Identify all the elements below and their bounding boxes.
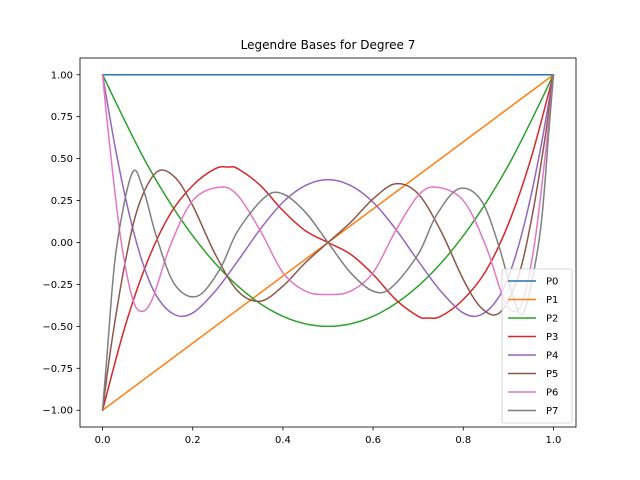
y-tick-label: 0.25 [51, 196, 73, 207]
y-tick-label: −0.75 [42, 364, 73, 375]
y-tick-label: −1.00 [42, 406, 73, 417]
series-line-p2 [101, 74, 555, 328]
y-tick-label: −0.50 [42, 322, 73, 333]
y-axis: 1.00 0.75 0.50 0.25 0.00 −0.25 −0.50 −0.75 −1.00 [42, 70, 80, 417]
chart-title: Legendre Bases for Degree 7 [241, 38, 416, 52]
y-tick-label: −0.25 [42, 280, 73, 291]
x-axis: 0.0 0.2 0.4 0.6 0.8 1.0 [95, 427, 562, 446]
x-tick-label: 0.6 [365, 435, 381, 446]
x-tick-label: 0.0 [95, 435, 111, 446]
legend-label-p6: P6 [546, 388, 558, 399]
x-tick-label: 1.0 [546, 435, 562, 446]
series-line-p4 [101, 74, 555, 318]
x-tick-label: 0.8 [455, 435, 471, 446]
legend-label-p7: P7 [546, 406, 558, 417]
legend-box [501, 268, 573, 424]
legend-label-p3: P3 [546, 332, 558, 343]
y-tick-label: 0.50 [51, 154, 73, 165]
legend-label-p4: P4 [546, 351, 558, 362]
y-tick-label: 0.75 [51, 112, 73, 123]
x-tick-label: 0.2 [185, 435, 201, 446]
legend-label-p1: P1 [546, 295, 558, 306]
legend-label-p2: P2 [546, 314, 558, 325]
y-tick-label: 1.00 [51, 70, 73, 81]
legend-label-p5: P5 [546, 369, 558, 380]
y-tick-label: 0.00 [51, 238, 73, 249]
x-tick-label: 0.4 [275, 435, 291, 446]
legend-label-p0: P0 [546, 277, 558, 288]
legend: P0 P1 P2 P3 P4 P5 P6 P7 [501, 268, 573, 424]
